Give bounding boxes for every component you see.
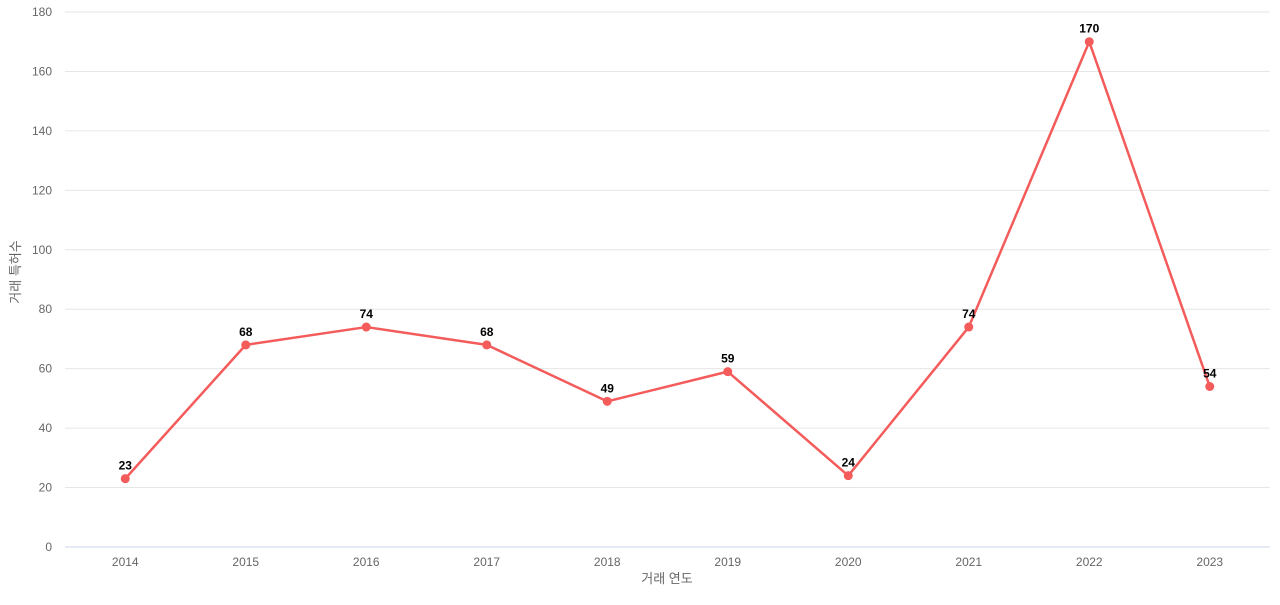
y-tick-label: 80 bbox=[39, 302, 53, 316]
y-tick-label: 0 bbox=[45, 540, 52, 554]
data-point[interactable] bbox=[602, 396, 612, 406]
y-tick-label: 140 bbox=[32, 124, 52, 138]
y-tick-label: 100 bbox=[32, 243, 52, 257]
data-point[interactable] bbox=[964, 322, 974, 332]
gridlines bbox=[65, 11, 1270, 489]
data-label: 170 bbox=[1079, 22, 1099, 36]
y-tick-label: 120 bbox=[32, 183, 52, 197]
x-tick-label: 2021 bbox=[955, 555, 982, 569]
series-line bbox=[124, 40, 1211, 480]
x-tick-label: 2023 bbox=[1196, 555, 1223, 569]
y-axis-tick-labels: 0 20 40 60 80 100 120 140 160 180 bbox=[32, 5, 52, 554]
data-label: 74 bbox=[360, 307, 374, 321]
x-axis-tick-labels: 2014 2015 2016 2017 2018 2019 2020 2021 2022 2023 bbox=[112, 555, 1224, 569]
series-group: 23 68 74 68 49 59 24 74 170 54 bbox=[119, 22, 1217, 484]
data-point[interactable] bbox=[1205, 382, 1215, 391]
x-tick-label: 2016 bbox=[353, 555, 380, 569]
x-tick-label: 2018 bbox=[594, 555, 621, 569]
x-tick-label: 2020 bbox=[835, 555, 862, 569]
x-tick-label: 2019 bbox=[714, 555, 741, 569]
data-point[interactable] bbox=[120, 474, 130, 484]
y-tick-label: 20 bbox=[39, 481, 53, 495]
data-point[interactable] bbox=[1084, 37, 1094, 47]
x-tick-label: 2015 bbox=[232, 555, 259, 569]
data-point[interactable] bbox=[843, 471, 853, 481]
x-axis-title: 거래 연도 bbox=[641, 571, 692, 586]
y-axis-title: 거래 특허수 bbox=[8, 240, 23, 303]
data-label: 49 bbox=[601, 381, 615, 395]
y-tick-label: 40 bbox=[39, 421, 53, 435]
data-label: 59 bbox=[721, 352, 735, 366]
y-tick-label: 60 bbox=[39, 362, 53, 376]
data-label: 54 bbox=[1203, 367, 1217, 381]
data-label: 74 bbox=[962, 307, 976, 321]
x-tick-label: 2017 bbox=[473, 555, 500, 569]
y-tick-label: 180 bbox=[32, 5, 52, 19]
data-point[interactable] bbox=[482, 340, 492, 350]
data-label: 68 bbox=[480, 325, 494, 339]
x-tick-label: 2014 bbox=[112, 555, 139, 569]
y-tick-label: 160 bbox=[32, 64, 52, 78]
data-label: 24 bbox=[842, 456, 856, 470]
data-point[interactable] bbox=[241, 340, 251, 350]
data-label: 23 bbox=[119, 459, 133, 473]
data-label: 68 bbox=[239, 325, 253, 339]
data-point[interactable] bbox=[361, 322, 371, 332]
data-point[interactable] bbox=[723, 367, 733, 377]
x-tick-label: 2022 bbox=[1076, 555, 1103, 569]
